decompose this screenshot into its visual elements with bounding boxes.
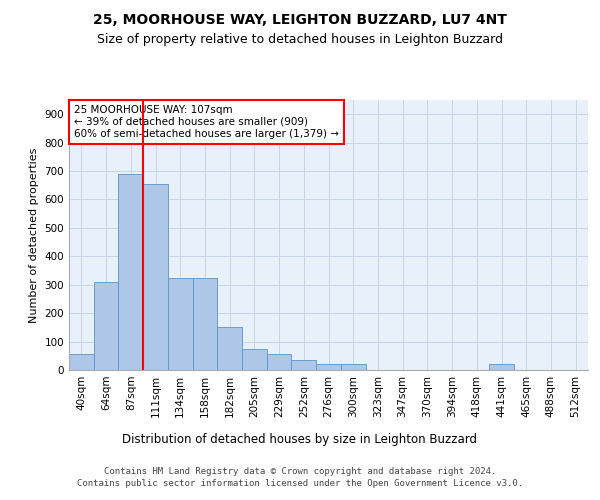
Bar: [242, 348, 267, 370]
Bar: [69, 354, 94, 370]
Bar: [217, 328, 242, 370]
Bar: [193, 278, 217, 370]
Text: 25, MOORHOUSE WAY, LEIGHTON BUZZARD, LU7 4NT: 25, MOORHOUSE WAY, LEIGHTON BUZZARD, LU7…: [93, 12, 507, 26]
Bar: [118, 174, 143, 370]
Bar: [143, 184, 168, 370]
Bar: [168, 278, 193, 370]
Text: 25 MOORHOUSE WAY: 107sqm
← 39% of detached houses are smaller (909)
60% of semi-: 25 MOORHOUSE WAY: 107sqm ← 39% of detach…: [74, 106, 339, 138]
Text: Size of property relative to detached houses in Leighton Buzzard: Size of property relative to detached ho…: [97, 32, 503, 46]
Bar: [292, 360, 316, 370]
Text: Contains HM Land Registry data © Crown copyright and database right 2024.
Contai: Contains HM Land Registry data © Crown c…: [77, 468, 523, 488]
Bar: [489, 364, 514, 370]
Bar: [267, 354, 292, 370]
Bar: [316, 364, 341, 370]
Bar: [341, 364, 365, 370]
Text: Distribution of detached houses by size in Leighton Buzzard: Distribution of detached houses by size …: [122, 432, 478, 446]
Bar: [94, 282, 118, 370]
Y-axis label: Number of detached properties: Number of detached properties: [29, 148, 39, 322]
